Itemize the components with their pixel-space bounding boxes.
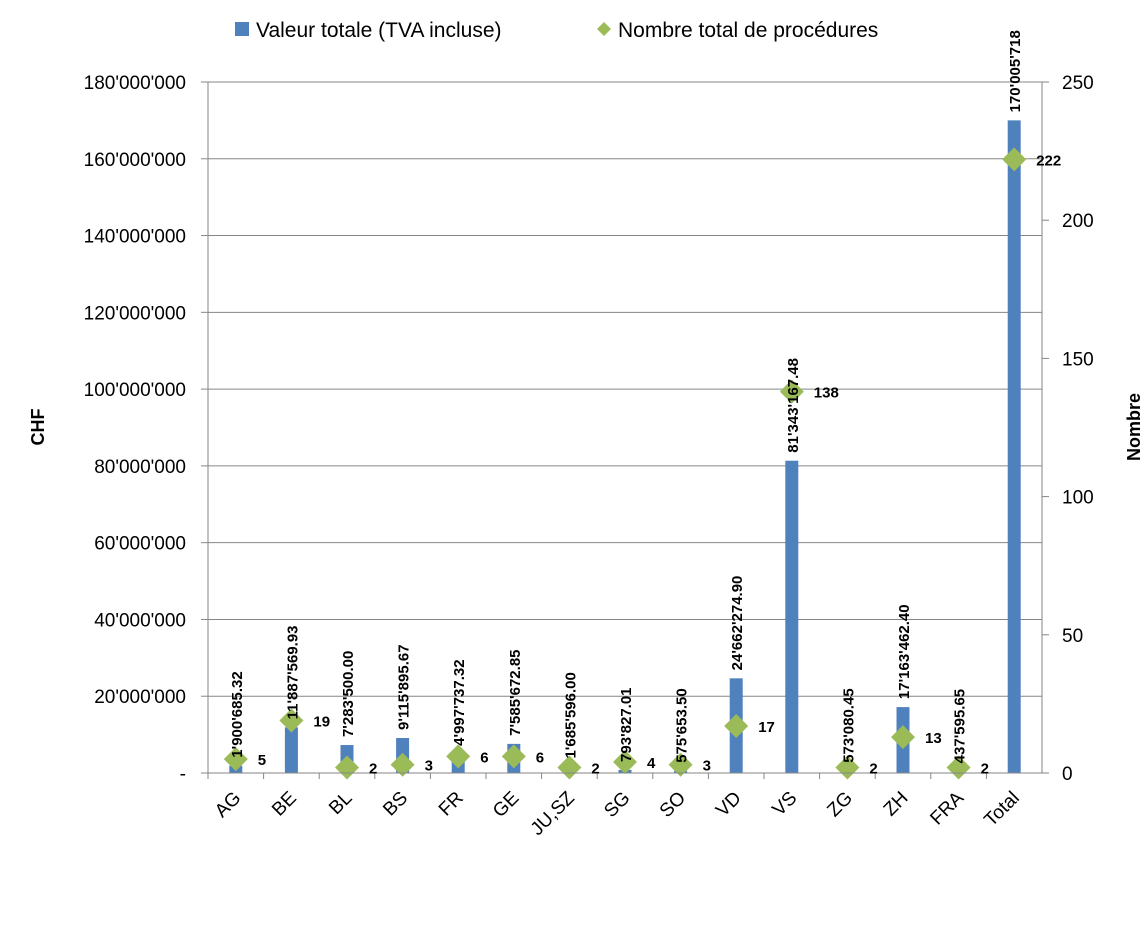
point-value-label: 2 (981, 760, 989, 777)
legend: Valeur totale (TVA incluse) Nombre total… (235, 19, 878, 42)
bar-value-label: 9'115'895.67 (396, 644, 413, 730)
left-tick-label: 180'000'000 (84, 73, 186, 94)
bar-value-label: 4'997'737.32 (451, 659, 468, 745)
left-tick-label: - (180, 764, 186, 785)
diamond-point (613, 749, 637, 774)
category-axis-ticks: AG BE BL BS FR GE JU,SZ SG SO VD VS ZG ZH FRA Total (211, 787, 1024, 839)
diamond-point (335, 755, 359, 780)
bar-value-label: 437'595.65 (952, 689, 969, 763)
legend-bar-label: Valeur totale (TVA incluse) (256, 19, 502, 42)
bar (1007, 120, 1021, 773)
bar-value-label: 573'080.45 (840, 688, 857, 762)
point-value-label: 2 (869, 760, 877, 777)
diamond-point (668, 752, 693, 777)
legend-scatter-label: Nombre total de procédures (618, 19, 878, 42)
left-tick-label: 160'000'000 (84, 150, 186, 171)
point-value-label: 2 (591, 760, 599, 777)
left-tick-label: 60'000'000 (94, 534, 186, 555)
diamond-point (279, 708, 304, 733)
point-value-label: 19 (313, 713, 330, 730)
bar-value-labels: 1'900'685.32 11'887'569.93 7'283'500.00 9'1… (229, 30, 1024, 763)
category-label: JU,SZ (527, 787, 579, 839)
left-tick-label: 40'000'000 (94, 610, 186, 631)
point-value-label: 3 (703, 758, 711, 775)
point-value-label: 6 (480, 749, 488, 766)
category-label: FR (435, 788, 468, 821)
left-axis-ticks: - 20'000'000 40'000'000 60'000'000 80'000'00… (84, 73, 186, 785)
bar-value-label: 1'900'685.32 (229, 671, 246, 757)
right-tick-label: 50 (1062, 626, 1083, 647)
right-axis-ticks: 0 50 100 150 200 250 (1062, 73, 1094, 785)
legend-bar-swatch (235, 22, 249, 36)
diamond-point (779, 379, 804, 404)
left-tick-label: 140'000'000 (84, 227, 186, 248)
category-label: BL (325, 788, 356, 819)
right-tick-label: 0 (1062, 764, 1073, 785)
bar-value-label: 170'005'718 (1007, 30, 1024, 112)
bar-value-label: 575'653.50 (674, 688, 691, 762)
left-tick-label: 100'000'000 (84, 380, 186, 401)
right-axis-title: Nombre (1124, 393, 1144, 461)
diamond-point (724, 714, 749, 739)
category-label: FRA (926, 787, 968, 829)
point-value-label: 6 (536, 749, 544, 766)
category-label: Total (981, 788, 1024, 831)
bar-value-label: 81'343'167.48 (785, 358, 802, 453)
category-label: ZG (823, 788, 857, 822)
diamond-point (1002, 147, 1027, 172)
category-label: SO (656, 788, 690, 822)
bar-value-label: 7'283'500.00 (340, 651, 357, 737)
bar (284, 727, 298, 773)
point-value-label: 13 (925, 730, 942, 747)
bar-value-label: 793'827.01 (618, 687, 635, 761)
left-tick-label: 80'000'000 (94, 457, 186, 478)
axes (201, 81, 1049, 779)
category-label: GE (489, 788, 523, 822)
bar-value-label: 17'163'462.40 (896, 604, 913, 699)
category-label: BS (379, 788, 412, 821)
left-tick-label: 20'000'000 (94, 687, 186, 708)
bar-value-label: 11'887'569.93 (284, 625, 301, 719)
gridlines (208, 81, 1042, 697)
diamond-point (501, 744, 526, 769)
category-label: SG (600, 788, 634, 822)
bar-value-label: 24'662'274.90 (729, 576, 746, 671)
point-value-label: 17 (758, 719, 775, 736)
diamond-point (446, 744, 471, 769)
point-value-label: 5 (258, 752, 266, 769)
category-label: BE (268, 788, 301, 821)
point-value-label: 222 (1036, 152, 1061, 169)
bar-value-label: 7'585'672.85 (507, 649, 524, 735)
diamond-point (891, 725, 915, 750)
diamond-point (223, 747, 248, 772)
legend-diamond-icon (597, 22, 611, 36)
left-tick-label: 120'000'000 (84, 303, 186, 324)
point-value-label: 4 (647, 755, 656, 772)
category-label: VS (769, 788, 802, 821)
left-axis-title: CHF (28, 409, 48, 446)
category-label: VD (712, 788, 746, 822)
right-tick-label: 150 (1062, 349, 1094, 370)
category-label: AG (211, 788, 245, 822)
diamond-point (390, 752, 415, 777)
right-tick-label: 100 (1062, 488, 1094, 509)
bar-value-label: 1'685'596.00 (562, 672, 579, 758)
right-tick-label: 200 (1062, 211, 1094, 232)
point-value-label: 3 (425, 758, 433, 775)
right-tick-label: 250 (1062, 73, 1094, 94)
point-value-label: 138 (814, 385, 839, 402)
category-label: ZH (880, 788, 913, 821)
point-value-label: 2 (369, 760, 377, 777)
bar (785, 460, 799, 773)
